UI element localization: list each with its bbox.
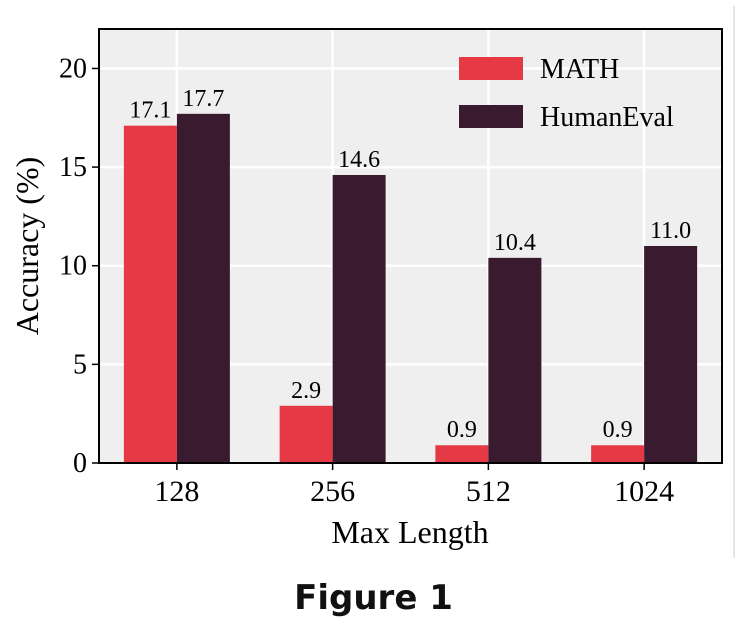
x-tick-label: 128 (154, 475, 199, 508)
value-label: 17.7 (182, 86, 224, 112)
value-labels: 17.1 2.9 0.9 0.9 17.7 14.6 10.4 11.0 (129, 86, 691, 443)
y-tick-label: 20 (59, 53, 87, 84)
bar-humaneval-256 (332, 174, 386, 463)
legend: MATH HumanEval (459, 54, 674, 133)
plot-border (98, 28, 723, 464)
value-label: 14.6 (338, 147, 380, 173)
y-tick-label: 0 (73, 448, 87, 479)
x-tick-label: 512 (466, 475, 511, 508)
bar-humaneval-128 (176, 113, 230, 463)
bars (123, 113, 698, 463)
bar-math-256 (279, 405, 333, 463)
divider (733, 6, 735, 558)
value-label: 0.9 (447, 417, 477, 443)
bar-humaneval-1024 (644, 246, 698, 463)
value-label: 11.0 (650, 218, 691, 244)
x-tick-label: 1024 (614, 475, 674, 508)
y-tick-label: 10 (59, 251, 87, 282)
legend-swatch-math (459, 57, 523, 80)
bar-math-128 (123, 125, 177, 463)
value-label: 2.9 (291, 378, 321, 404)
legend-swatch-humaneval (459, 105, 523, 128)
y-axis-ticks: 0 5 10 15 20 (59, 53, 99, 479)
x-tick-label: 256 (310, 475, 355, 508)
value-label: 10.4 (494, 230, 536, 256)
legend-label-math: MATH (540, 54, 619, 85)
x-axis-label: Max Length (331, 514, 488, 550)
value-label: 0.9 (603, 417, 633, 443)
legend-label-humaneval: HumanEval (540, 102, 674, 133)
value-label: 17.1 (129, 98, 171, 124)
bar-humaneval-512 (488, 257, 542, 463)
x-axis-ticks: 128 256 512 1024 (154, 463, 674, 508)
bar-chart: 17.1 2.9 0.9 0.9 17.7 14.6 10.4 11.0 0 5 10 15 20 1… (9, 28, 723, 550)
figure-caption: Figure 1 (294, 578, 453, 618)
y-tick-label: 5 (73, 349, 87, 380)
bar-math-512 (435, 445, 489, 463)
y-tick-label: 15 (59, 152, 87, 183)
bar-math-1024 (591, 445, 645, 463)
y-axis-label: Accuracy (%) (9, 157, 45, 336)
